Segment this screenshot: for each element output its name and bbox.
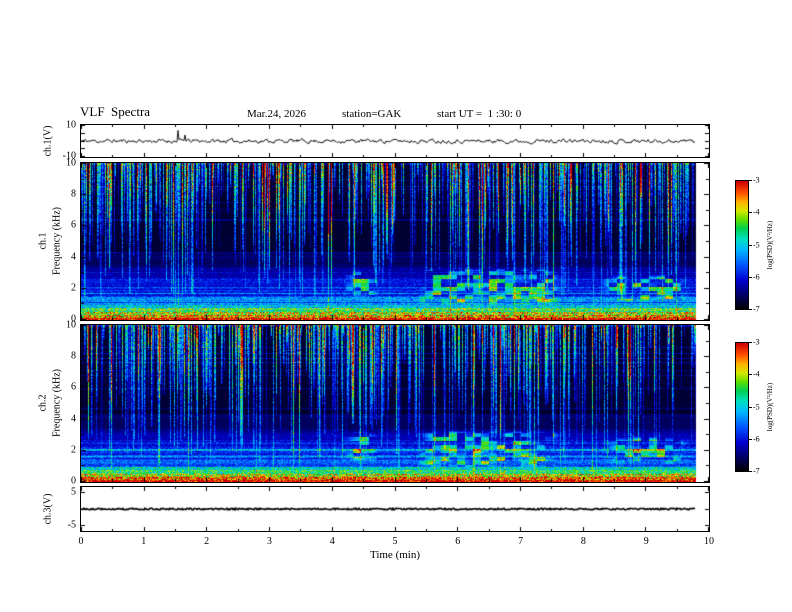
y-tick-label: 2 — [71, 282, 76, 294]
ch2-spec-frequency-label: Frequency (kHz) — [51, 368, 63, 438]
x-tick-label: 2 — [204, 536, 210, 547]
colorbar-tick-label: -4 — [753, 207, 760, 217]
ch2-spectrogram — [81, 325, 709, 482]
ch1-voltage-panel — [80, 124, 710, 158]
ch2-spectrogram-panel — [80, 324, 710, 483]
plot-date: Mar.24, 2026 — [247, 108, 306, 120]
x-tick-label: 1 — [141, 536, 147, 547]
x-tick-label: 0 — [78, 536, 84, 547]
y-tick-label: 4 — [71, 413, 76, 425]
colorbar-ch1 — [735, 180, 749, 310]
colorbar-tick — [749, 309, 752, 310]
colorbar-tick — [749, 276, 752, 278]
plot-title: VLF Spectra — [80, 104, 151, 119]
colorbar-tick-label: -7 — [753, 466, 760, 476]
colorbar-tick-label: -6 — [753, 434, 760, 444]
colorbar-tick-label: -5 — [753, 240, 760, 249]
x-tick-label: 3 — [266, 536, 272, 547]
x-tick-label: 5 — [392, 536, 398, 547]
colorbar-tick — [749, 374, 752, 376]
plot-station: station=GAK — [342, 108, 402, 120]
colorbar-label-ch2: log(PSD)(V²/Hz) — [766, 382, 774, 432]
ch3-voltage-ylabel: ch.3(V) — [42, 493, 54, 525]
time-axis-label: Time (min) — [369, 549, 421, 561]
ch1-spec-frequency-label: Frequency (kHz) — [51, 206, 63, 276]
colorbar-tick-label: -5 — [753, 402, 760, 411]
colorbar-tick-label: -4 — [753, 369, 760, 379]
y-tick-label: 6 — [71, 219, 76, 231]
colorbar-tick — [749, 406, 752, 408]
y-tick-label: 8 — [71, 350, 76, 362]
y-tick-label: 0 — [71, 475, 76, 487]
x-tick-label: 7 — [518, 536, 524, 547]
y-tick-label: 6 — [71, 381, 76, 393]
ch1-voltage-ylabel: ch.1(V) — [42, 125, 54, 157]
ch1-voltage-trace — [81, 125, 709, 157]
colorbar-tick — [749, 438, 752, 440]
y-tick-label: -10 — [62, 150, 76, 162]
colorbar-tick — [749, 180, 752, 181]
colorbar-tick — [749, 471, 752, 472]
ch3-voltage-trace — [81, 487, 709, 531]
y-tick-label: 4 — [71, 251, 76, 263]
colorbar-tick-label: -3 — [753, 337, 760, 347]
y-tick-label: 8 — [71, 188, 76, 200]
colorbar-tick — [749, 212, 752, 214]
colorbar-ch2-gradient — [736, 343, 748, 471]
x-tick-label: 9 — [643, 536, 649, 547]
x-tick-label: 4 — [329, 536, 335, 547]
y-tick-label: 5 — [71, 486, 76, 498]
ch3-voltage-panel — [80, 486, 710, 532]
colorbar-ch1-gradient — [736, 181, 748, 309]
colorbar-tick-label: -6 — [753, 272, 760, 282]
colorbar-tick-label: -3 — [753, 175, 760, 185]
colorbar-tick — [749, 342, 752, 343]
colorbar-tick — [749, 244, 752, 246]
y-tick-label: 2 — [71, 444, 76, 456]
x-tick-label: 6 — [455, 536, 461, 547]
ch1-spectrogram — [81, 163, 709, 320]
colorbar-ch2 — [735, 342, 749, 472]
ch1-spec-channel-label: ch.1 — [37, 232, 49, 250]
colorbar-tick-label: -7 — [753, 304, 760, 314]
ch2-spec-channel-label: ch.2 — [37, 394, 49, 412]
ch1-spectrogram-panel — [80, 162, 710, 321]
y-tick-label: -5 — [67, 519, 76, 531]
plot-start-ut: start UT = 1 :30: 0 — [437, 108, 522, 120]
x-tick-label: 8 — [580, 536, 586, 547]
y-tick-label: 10 — [66, 319, 76, 331]
y-tick-label: 10 — [66, 157, 76, 169]
y-tick-label: 0 — [71, 313, 76, 325]
colorbar-label-ch1: log(PSD)(V²/Hz) — [766, 220, 774, 270]
x-tick-label: 10 — [704, 536, 714, 547]
y-tick-label: 10 — [66, 119, 76, 131]
